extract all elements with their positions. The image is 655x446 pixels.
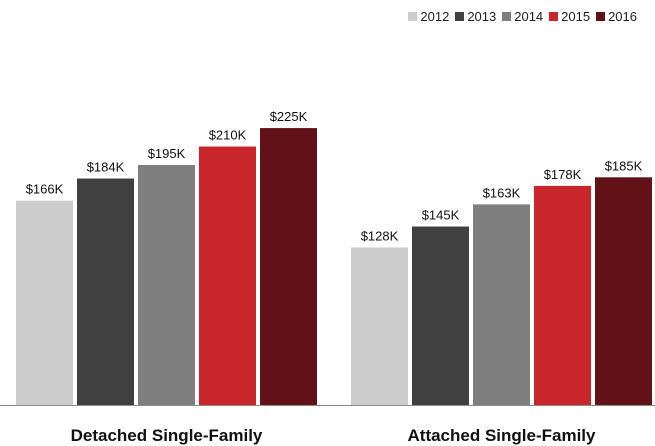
legend-label-2013: 2013 (467, 9, 497, 24)
legend-item-2012: 2012 (408, 9, 449, 24)
data-label-2013-detached: $184K (87, 160, 125, 175)
bar-2013-attached (412, 226, 469, 405)
data-label-2016-detached: $225K (270, 109, 308, 124)
bar-2013-detached (77, 178, 134, 405)
data-label-2014-attached: $163K (483, 185, 521, 200)
data-label-2013-attached: $145K (422, 208, 460, 223)
legend-swatch-2015 (549, 12, 559, 21)
data-label-2015-attached: $178K (544, 167, 582, 182)
legend-swatch-2014 (502, 12, 512, 21)
legend-swatch-2012 (408, 12, 418, 21)
legend-label-2016: 2016 (608, 9, 637, 24)
legend-item-2014: 2014 (502, 9, 543, 24)
legend-item-2015: 2015 (549, 9, 590, 24)
category-label-attached: Attached Single-Family (408, 426, 597, 445)
data-label-2015-detached: $210K (209, 128, 247, 143)
bar-2012-attached (351, 247, 408, 405)
data-label-2012-detached: $166K (26, 182, 64, 197)
bar-2016-attached (595, 177, 652, 405)
data-label-2012-attached: $128K (361, 228, 399, 243)
bar-2014-detached (138, 165, 195, 405)
bar-2014-attached (473, 204, 530, 405)
bar-2015-detached (199, 146, 256, 406)
data-label-2014-detached: $195K (148, 146, 186, 161)
legend-item-2013: 2013 (455, 9, 496, 24)
legend-label-2012: 2012 (420, 9, 450, 24)
bar-2016-detached (260, 128, 317, 406)
data-label-2016-attached: $185K (605, 158, 643, 173)
legend-swatch-2013 (455, 12, 465, 21)
legend-item-2016: 2016 (596, 9, 637, 24)
bar-2015-attached (534, 185, 591, 405)
legend-label-2014: 2014 (514, 9, 544, 24)
legend-label-2015: 2015 (561, 9, 591, 24)
bar-2012-detached (16, 200, 73, 405)
legend-swatch-2016 (596, 12, 606, 21)
category-label-detached: Detached Single-Family (71, 426, 263, 445)
chart-legend: 2012 2013 2014 2015 2016 (402, 9, 637, 24)
